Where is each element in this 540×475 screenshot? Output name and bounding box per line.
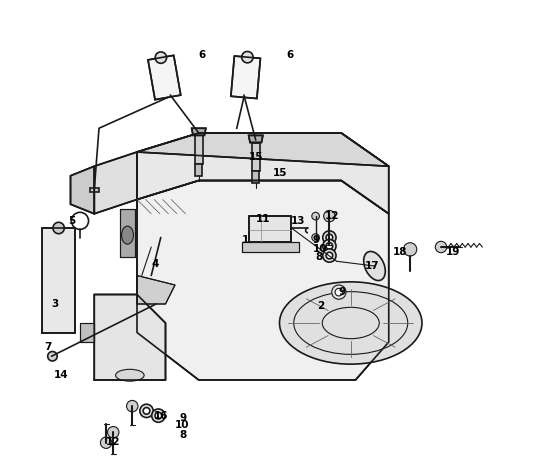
Text: 6: 6: [287, 49, 294, 60]
Circle shape: [126, 400, 138, 412]
Text: 15: 15: [248, 152, 263, 162]
Text: 10: 10: [175, 420, 190, 430]
Ellipse shape: [116, 370, 144, 381]
Text: 7: 7: [44, 342, 51, 352]
Bar: [195, 164, 202, 176]
Circle shape: [242, 51, 253, 63]
Circle shape: [323, 249, 336, 262]
Circle shape: [312, 212, 319, 220]
Polygon shape: [137, 180, 389, 380]
Text: 9: 9: [180, 413, 187, 423]
Polygon shape: [94, 294, 165, 380]
Ellipse shape: [122, 226, 133, 244]
Text: 8: 8: [315, 251, 322, 262]
Circle shape: [155, 412, 161, 419]
Circle shape: [326, 243, 333, 249]
Circle shape: [152, 409, 165, 422]
Text: 3: 3: [51, 299, 59, 309]
Circle shape: [53, 222, 64, 234]
Circle shape: [323, 231, 336, 244]
Circle shape: [143, 408, 150, 414]
Polygon shape: [148, 56, 181, 100]
Polygon shape: [71, 166, 94, 214]
Polygon shape: [241, 242, 299, 252]
Polygon shape: [231, 56, 260, 98]
Polygon shape: [42, 228, 75, 332]
Ellipse shape: [280, 282, 422, 364]
Circle shape: [335, 288, 343, 296]
Circle shape: [403, 243, 417, 256]
Circle shape: [312, 234, 319, 241]
Text: 10: 10: [313, 244, 327, 255]
Text: 16: 16: [153, 410, 168, 421]
Circle shape: [326, 252, 333, 259]
Text: 11: 11: [255, 213, 270, 224]
Text: 12: 12: [325, 211, 339, 221]
Ellipse shape: [364, 251, 386, 281]
Polygon shape: [248, 135, 263, 142]
Circle shape: [323, 239, 336, 253]
Polygon shape: [137, 133, 389, 166]
Text: 14: 14: [53, 370, 68, 380]
Text: 19: 19: [446, 247, 460, 257]
Text: 2: 2: [318, 301, 325, 312]
Text: 17: 17: [364, 261, 379, 271]
Circle shape: [100, 437, 112, 448]
Circle shape: [435, 241, 447, 253]
Text: 4: 4: [151, 258, 158, 269]
Text: 18: 18: [393, 247, 408, 257]
Polygon shape: [80, 323, 94, 342]
Circle shape: [332, 285, 346, 299]
Circle shape: [326, 234, 333, 241]
Polygon shape: [192, 128, 206, 135]
Bar: [252, 171, 259, 183]
Text: 6: 6: [199, 49, 206, 60]
Bar: [90, 188, 99, 192]
Text: 15: 15: [272, 168, 287, 179]
Polygon shape: [248, 216, 292, 242]
Circle shape: [140, 404, 153, 418]
Circle shape: [48, 352, 57, 361]
Polygon shape: [137, 276, 175, 304]
Polygon shape: [137, 133, 389, 214]
Polygon shape: [94, 152, 137, 214]
Text: 1: 1: [241, 235, 248, 245]
Text: 5: 5: [68, 216, 75, 226]
Text: 13: 13: [291, 216, 306, 226]
Text: 9: 9: [313, 235, 320, 245]
Circle shape: [323, 210, 335, 222]
Bar: [195, 135, 202, 164]
Bar: [252, 142, 260, 171]
Circle shape: [107, 427, 119, 438]
Circle shape: [155, 52, 166, 63]
Text: 12: 12: [106, 437, 120, 447]
Text: 9: 9: [339, 287, 346, 297]
Polygon shape: [120, 209, 134, 256]
Text: 8: 8: [180, 429, 187, 440]
